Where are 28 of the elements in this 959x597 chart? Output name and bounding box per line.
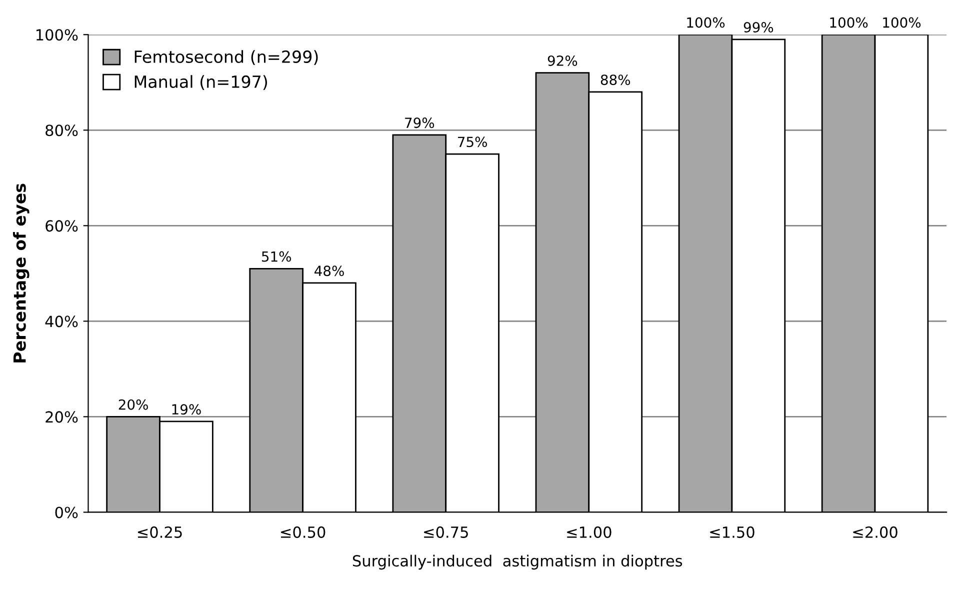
- x-tick-label: ≤0.25: [138, 526, 182, 538]
- y-tick-label: 40%: [45, 316, 78, 328]
- data-label: 100%: [687, 17, 725, 28]
- data-label: 20%: [118, 399, 148, 410]
- legend-label: Femtosecond (n=299): [134, 50, 318, 65]
- x-tick-label: ≤0.50: [281, 526, 326, 538]
- y-tick-label: 60%: [46, 220, 78, 232]
- x-tick-label: ≤1.00: [567, 526, 612, 538]
- x-axis-title: Surgically-induced astigmatism in dioptres: [352, 554, 682, 570]
- y-axis-title: Percentage of eyes: [13, 184, 30, 362]
- y-tick-label: 0%: [55, 506, 78, 518]
- y-tick-label: 20%: [46, 411, 78, 423]
- data-label: 79%: [405, 118, 434, 128]
- data-label: 51%: [262, 251, 292, 262]
- y-tick-label: 100%: [36, 29, 78, 41]
- legend-label: Manual (n=197): [134, 75, 267, 90]
- data-label: 75%: [458, 136, 487, 148]
- data-label: 100%: [830, 17, 868, 28]
- data-label: 88%: [600, 74, 630, 86]
- data-label: 19%: [172, 404, 201, 415]
- data-label: 99%: [744, 22, 774, 33]
- y-tick-label: 80%: [46, 124, 78, 136]
- data-label: 100%: [883, 17, 921, 28]
- data-label: 48%: [314, 266, 344, 276]
- x-tick-label: ≤1.50: [710, 526, 754, 538]
- x-tick-label: ≤2.00: [853, 526, 898, 538]
- x-tick-label: ≤0.75: [424, 526, 468, 538]
- data-label: 92%: [548, 55, 578, 66]
